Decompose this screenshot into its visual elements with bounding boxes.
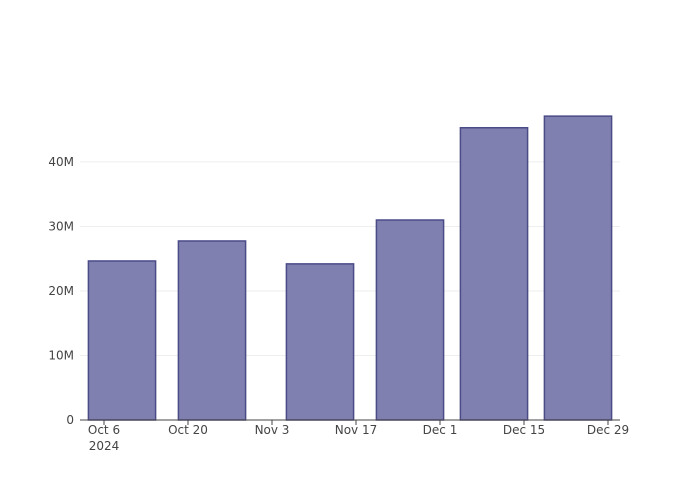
x-tick-label: Nov 3	[255, 423, 290, 437]
y-tick-label: 20M	[48, 284, 74, 298]
x-tick-label: Dec 15	[503, 423, 545, 437]
bar	[459, 126, 529, 421]
x-tick-label: Oct 20	[168, 423, 208, 437]
y-tick-label: 10M	[48, 348, 74, 362]
bar	[177, 240, 247, 421]
x-tick-label: Oct 6 2024	[88, 423, 120, 453]
bar	[543, 115, 613, 421]
x-tick-label: Dec 29	[587, 423, 629, 437]
bar	[375, 219, 445, 421]
bar	[285, 263, 355, 421]
y-tick-label: 40M	[48, 155, 74, 169]
bar	[87, 260, 157, 421]
x-tick-label: Nov 17	[335, 423, 378, 437]
y-tick-label: 0	[66, 413, 74, 427]
y-tick-label: 30M	[48, 219, 74, 233]
x-tick-label: Dec 1	[423, 423, 458, 437]
